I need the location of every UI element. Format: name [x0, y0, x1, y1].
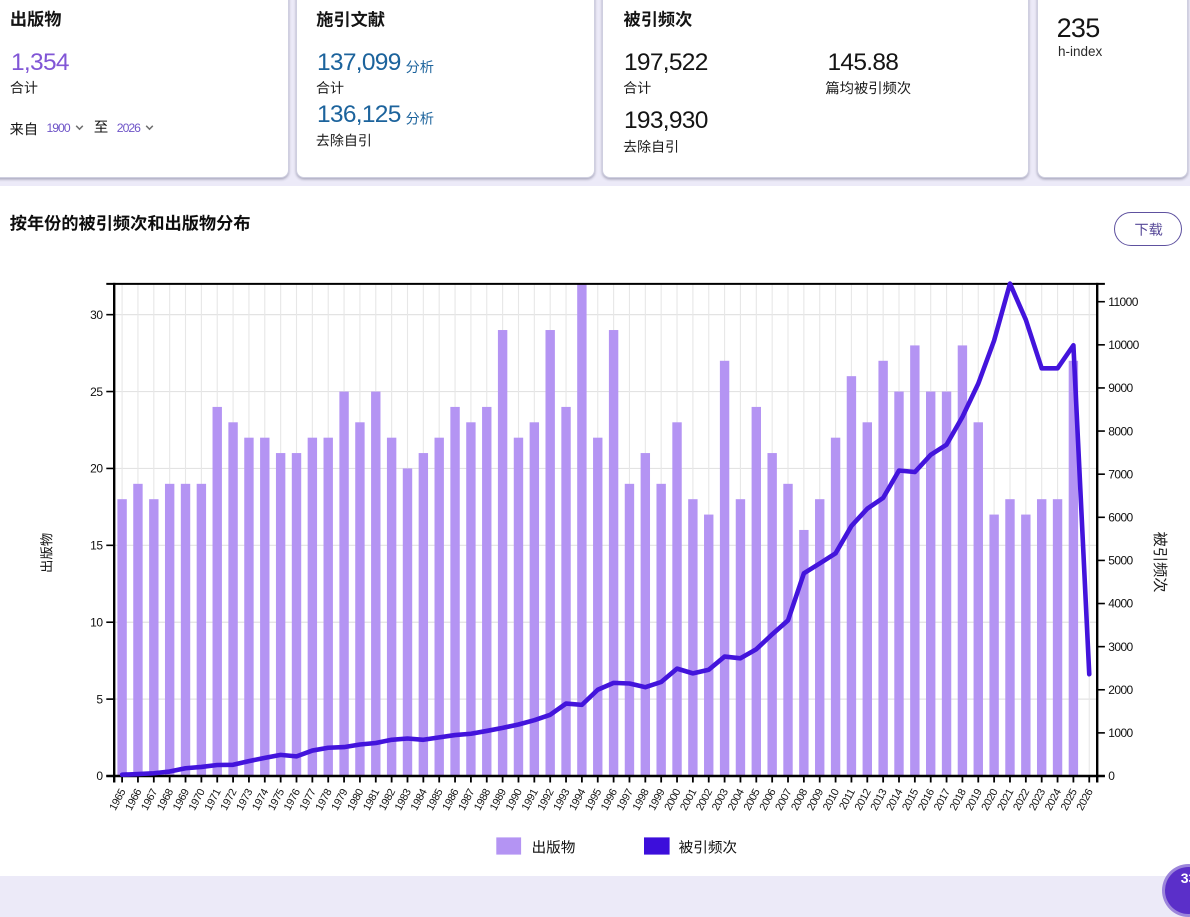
- svg-text:3000: 3000: [1108, 640, 1133, 654]
- svg-text:6000: 6000: [1108, 511, 1133, 525]
- svg-text:15: 15: [90, 539, 103, 553]
- svg-text:9000: 9000: [1108, 381, 1133, 395]
- svg-text:5000: 5000: [1108, 554, 1133, 568]
- svg-text:20: 20: [90, 462, 103, 476]
- svg-text:5: 5: [96, 692, 103, 706]
- svg-text:1000: 1000: [1108, 726, 1133, 740]
- svg-text:7000: 7000: [1108, 467, 1133, 481]
- svg-text:10000: 10000: [1108, 338, 1139, 352]
- svg-text:0: 0: [1108, 769, 1115, 783]
- svg-text:25: 25: [90, 385, 103, 399]
- svg-text:2010: 2010: [821, 787, 842, 813]
- svg-text:11000: 11000: [1108, 295, 1138, 309]
- svg-text:0: 0: [96, 769, 103, 783]
- svg-text:4000: 4000: [1108, 597, 1133, 611]
- svg-text:2000: 2000: [1108, 683, 1133, 697]
- svg-text:2026: 2026: [1074, 787, 1095, 813]
- svg-text:30: 30: [90, 308, 103, 322]
- svg-text:8000: 8000: [1108, 424, 1133, 438]
- svg-text:10: 10: [90, 615, 103, 629]
